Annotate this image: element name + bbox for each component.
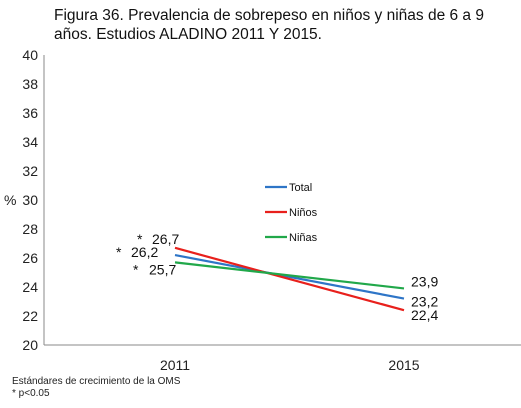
y-tick-label: 38 xyxy=(22,76,38,92)
chart-title: Figura 36. Prevalencia de sobrepeso en n… xyxy=(54,7,484,43)
data-label: 23,9 xyxy=(411,273,438,289)
y-tick-label: 36 xyxy=(22,105,38,121)
data-label: 26,2 xyxy=(131,244,158,260)
y-tick-label: 32 xyxy=(22,163,38,179)
legend-label: Total xyxy=(289,182,312,194)
data-label: 23,2 xyxy=(411,294,438,310)
x-tick-label: 2015 xyxy=(388,357,419,373)
y-axis-label: % xyxy=(4,192,16,208)
significance-asterisk: * xyxy=(137,231,143,247)
y-tick-label: 28 xyxy=(22,221,38,237)
data-label: 26,7 xyxy=(152,231,179,247)
series-line-niñas xyxy=(174,261,405,290)
y-tick-label: 40 xyxy=(22,47,38,63)
note-growth-standards: Estándares de crecimiento de la OMS xyxy=(12,376,181,387)
legend-label: Niños xyxy=(289,207,318,219)
y-tick-label: 22 xyxy=(22,308,38,324)
y-tick-label: 34 xyxy=(22,134,38,150)
series-line-niños xyxy=(174,246,405,312)
chart-notes: Estándares de crecimiento de la OMS * p<… xyxy=(12,376,180,400)
significance-asterisk: * xyxy=(133,261,139,277)
x-tick-label: 2011 xyxy=(160,357,190,373)
note-significance: * p<0.05 xyxy=(12,388,50,399)
series-line-total xyxy=(174,254,405,300)
y-tick-label: 24 xyxy=(22,279,38,295)
y-tick-label: 20 xyxy=(22,337,38,353)
y-tick-label: 26 xyxy=(22,250,38,266)
y-tick-label: 30 xyxy=(22,192,38,208)
data-label: 22,4 xyxy=(411,307,438,323)
significance-asterisk: * xyxy=(116,244,122,260)
data-label: 25,7 xyxy=(149,261,176,277)
legend-label: Niñas xyxy=(289,232,318,244)
